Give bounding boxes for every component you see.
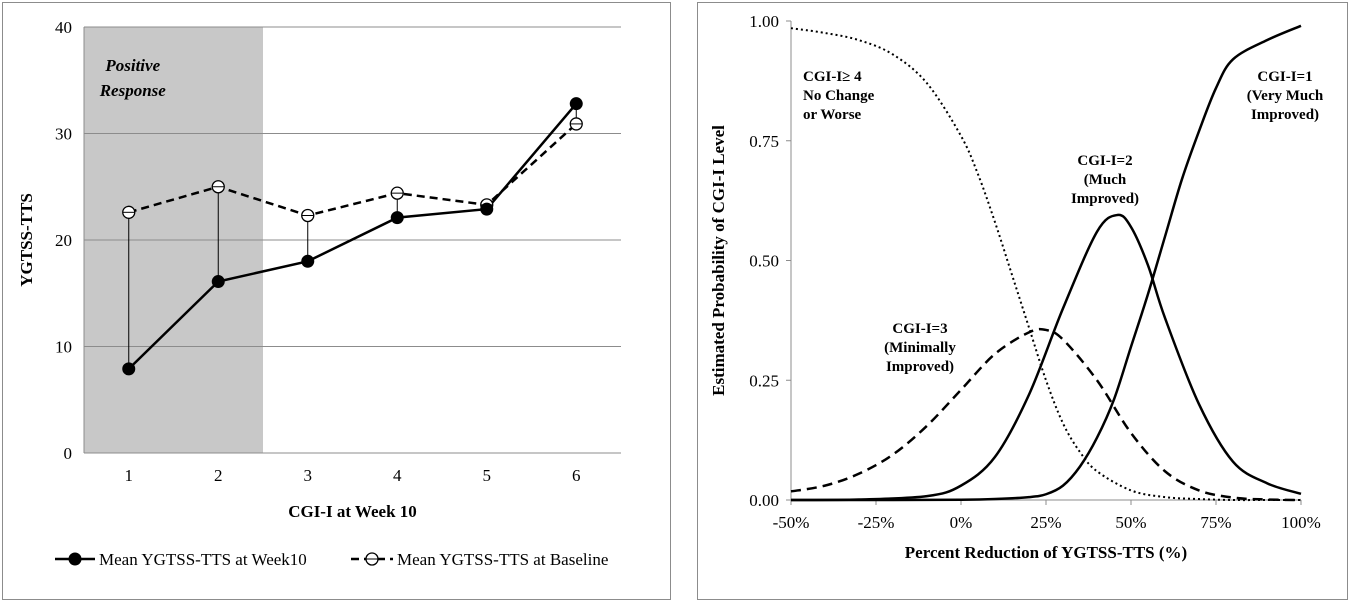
y-tick-label-2: 20 [55, 231, 72, 250]
region-label-line-1: Positive [104, 56, 160, 75]
y-tick-label-1: 0.25 [749, 371, 779, 390]
cgi-3-label-line-1: CGI-I=3 [892, 321, 947, 337]
week10-point-3 [301, 254, 315, 268]
x-tick-label-5: 5 [483, 466, 492, 485]
y-tick-label-4: 1.00 [749, 12, 779, 31]
right-chart-panel: 0.00 0.25 0.50 0.75 1.00 -50% -25% 0% 25% 50% 75% 1… [697, 2, 1348, 600]
cgi-4-label-line-2: No Change [803, 88, 875, 104]
x-axis-title: Percent Reduction of YGTSS-TTS (%) [905, 543, 1187, 562]
cgi-2-label-line-1: CGI-I=2 [1077, 153, 1132, 169]
legend-week10-label: Mean YGTSS-TTS at Week10 [99, 550, 307, 569]
left-chart-svg: Positive Response 0 10 20 30 40 1 2 3 4 5 6 CGI-I at … [17, 18, 621, 569]
week10-point-4 [390, 211, 404, 225]
week10-point-6 [569, 97, 583, 111]
cgi-2-curve [790, 213, 1302, 502]
cgi-2-label-line-2: (Much [1084, 172, 1127, 188]
cgi-4-label-line-1: CGI-I≥ 4 [803, 69, 862, 85]
cgi-3-label-line-3: Improved) [886, 359, 954, 375]
x-tick-label-4: 50% [1115, 513, 1146, 532]
y-axis-title: Estimated Probability of CGI-I Level [709, 125, 728, 396]
y-tick-label-2: 0.50 [749, 252, 779, 271]
cgi-3-label-line-2: (Minimally [884, 340, 956, 356]
legend-baseline-label: Mean YGTSS-TTS at Baseline [397, 550, 608, 569]
x-tick-label-1: 1 [125, 466, 134, 485]
x-tick-label-3: 3 [304, 466, 313, 485]
week10-series-line [127, 102, 578, 370]
week10-point-2 [211, 275, 225, 289]
legend-week10-marker [68, 552, 82, 566]
x-tick-label-6: 100% [1281, 513, 1321, 532]
right-chart-svg: 0.00 0.25 0.50 0.75 1.00 -50% -25% 0% 25% 50% 75% 1… [709, 12, 1324, 562]
x-tick-label-6: 6 [572, 466, 581, 485]
cgi-1-label-line-2: (Very Much [1247, 88, 1324, 104]
week10-point-5 [480, 202, 494, 216]
y-tick-label-0: 0 [64, 444, 73, 463]
x-tick-label-2: 0% [950, 513, 973, 532]
cgi-1-curve [790, 24, 1302, 502]
week10-point-1 [122, 362, 136, 376]
y-tick-label-4: 40 [55, 18, 72, 37]
y-tick-label-3: 0.75 [749, 132, 779, 151]
cgi-2-label-line-3: Improved) [1071, 191, 1139, 207]
x-tick-label-0: -50% [773, 513, 810, 532]
left-chart-panel: Positive Response 0 10 20 30 40 1 2 3 4 5 6 CGI-I at … [2, 2, 671, 600]
x-tick-label-4: 4 [393, 466, 402, 485]
y-tick-label-0: 0.00 [749, 491, 779, 510]
cgi-4-label-line-3: or Worse [803, 107, 862, 123]
x-axis-title: CGI-I at Week 10 [288, 502, 417, 521]
x-tick-label-1: -25% [858, 513, 895, 532]
y-axis-title: YGTSS-TTS [17, 193, 36, 287]
y-tick-label-3: 30 [55, 125, 72, 144]
cgi-1-label-line-1: CGI-I=1 [1257, 69, 1312, 85]
region-label-line-2: Response [99, 81, 167, 100]
x-tick-label-5: 75% [1200, 513, 1231, 532]
cgi-4-curve [790, 27, 1302, 502]
x-tick-label-3: 25% [1030, 513, 1061, 532]
cgi-1-label-line-3: Improved) [1251, 107, 1319, 123]
cgi-3-curve [790, 327, 1302, 502]
x-tick-label-2: 2 [214, 466, 223, 485]
y-tick-label-1: 10 [55, 338, 72, 357]
